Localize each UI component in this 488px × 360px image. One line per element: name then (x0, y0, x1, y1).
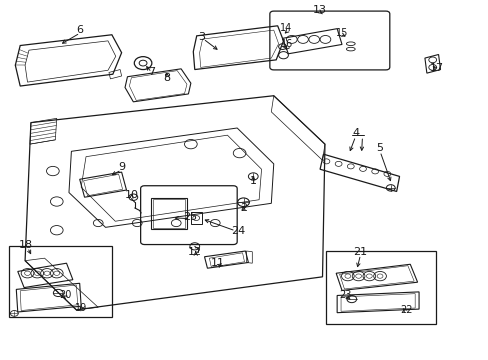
Text: 13: 13 (312, 5, 326, 15)
Text: 4: 4 (351, 129, 359, 138)
Text: 18: 18 (19, 240, 33, 250)
Text: 2: 2 (240, 203, 246, 213)
Text: 25: 25 (183, 212, 197, 221)
Text: 8: 8 (163, 73, 170, 83)
Text: 20: 20 (59, 291, 71, 301)
Bar (151, 198, 187, 229)
Text: 6: 6 (77, 25, 83, 35)
Text: 5: 5 (376, 143, 383, 153)
Text: 14: 14 (279, 23, 291, 33)
Text: 7: 7 (148, 67, 155, 77)
Bar (326, 251, 435, 324)
Text: 10: 10 (124, 190, 138, 200)
Bar (9, 246, 112, 317)
Text: 15: 15 (335, 28, 347, 38)
Bar (153, 199, 185, 228)
Text: 19: 19 (75, 303, 87, 314)
Text: 3: 3 (198, 32, 204, 41)
Text: 16: 16 (281, 40, 293, 49)
Text: 22: 22 (399, 305, 412, 315)
Text: 11: 11 (210, 258, 224, 268)
Text: 9: 9 (118, 162, 125, 172)
Text: 1: 1 (249, 176, 256, 186)
Text: 17: 17 (429, 63, 443, 73)
Text: 23: 23 (339, 291, 351, 301)
Text: 24: 24 (231, 226, 245, 236)
Bar (190, 212, 201, 224)
Text: 21: 21 (353, 247, 367, 257)
Text: 12: 12 (187, 247, 202, 257)
